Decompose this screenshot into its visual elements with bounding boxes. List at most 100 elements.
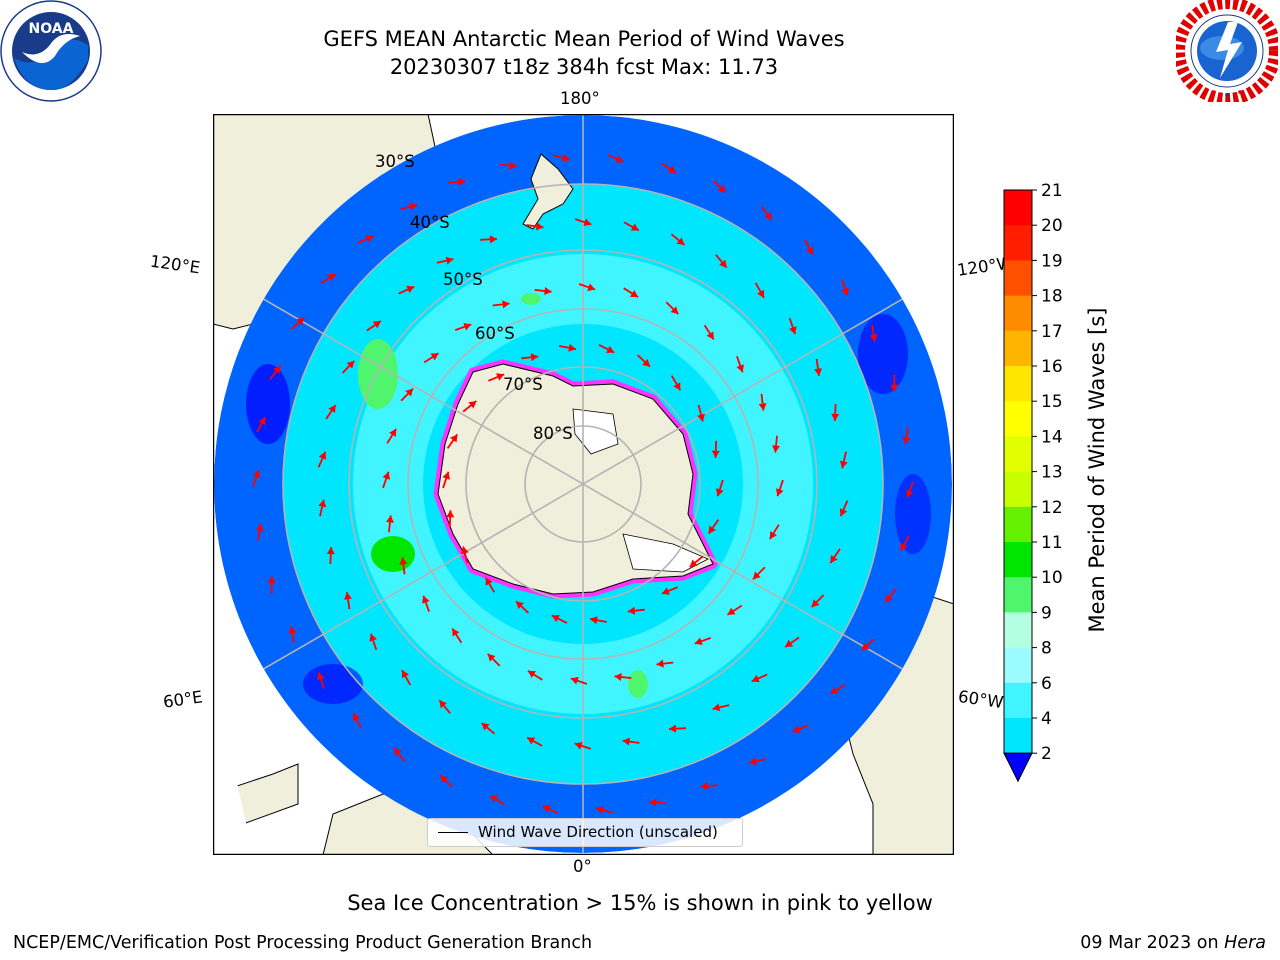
wave-direction-arrow — [711, 440, 720, 458]
lon-label-60e: 60°E — [161, 687, 204, 712]
lat-label-70s: 70°S — [503, 375, 543, 394]
wave-direction-arrow — [344, 592, 352, 610]
colorbar-tick-label: 16 — [1041, 357, 1063, 377]
land-new-zealand — [522, 153, 574, 230]
wave-direction-arrow — [589, 616, 607, 625]
wave-direction-arrow — [484, 577, 496, 593]
wave-direction-arrows — [252, 154, 914, 814]
footer-host: Hera — [1224, 933, 1266, 953]
wave-direction-arrow — [318, 499, 327, 517]
colorbar-tick-label: 20 — [1041, 216, 1063, 236]
wave-direction-arrow — [905, 481, 914, 499]
wave-direction-arrow — [614, 673, 632, 681]
colorbar-tick-label: 6 — [1041, 674, 1052, 694]
lat-label-40s: 40°S — [410, 213, 450, 232]
wave-direction-arrow — [668, 724, 687, 733]
colorbar-ticks: 2 4 6 8 9 10 11 12 13 14 15 16 17 18 19 20 21 — [1032, 181, 1063, 764]
wave-direction-arrow — [689, 555, 704, 568]
wave-direction-arrow — [326, 547, 335, 565]
wave-direction-arrow — [446, 510, 455, 528]
wave-direction-arrow — [487, 653, 501, 667]
wave-direction-arrow — [551, 614, 568, 624]
footer-date: 09 Mar 2023 on Hera — [1080, 933, 1266, 953]
wave-patch-dark-3 — [303, 664, 363, 704]
wave-direction-arrow — [366, 320, 382, 332]
wave-patch-green-1 — [371, 536, 415, 572]
wave-direction-arrow — [752, 566, 766, 580]
wave-direction-arrow — [829, 684, 846, 695]
chart-subtitle: 20230307 t18z 384h fcst Max: 11.73 — [389, 55, 779, 79]
wave-direction-arrow — [769, 524, 780, 540]
wave-direction-arrow — [393, 747, 406, 763]
wave-direction-arrow — [288, 626, 297, 644]
wave-direction-arrow — [902, 427, 911, 445]
lon-label-120e: 120°E — [148, 251, 202, 278]
wave-direction-arrow — [665, 301, 679, 315]
wave-direction-arrow — [715, 254, 728, 269]
wave-direction-arrow — [489, 794, 505, 806]
wave-direction-arrow — [627, 606, 645, 615]
wave-direction-arrow — [595, 806, 613, 814]
colorbar-tick-label: 21 — [1041, 181, 1063, 201]
colorbar-tick-label: 11 — [1041, 533, 1063, 553]
wave-direction-arrow — [256, 416, 267, 433]
noaa-logo: NOAA — [0, 0, 102, 102]
colorbar-cell — [1004, 260, 1032, 297]
colorbar: 2 4 6 8 9 10 11 12 13 14 15 16 17 18 19 20 21 — [1003, 181, 1063, 783]
colorbar-cell — [1004, 647, 1032, 684]
colorbar-tick-label: 10 — [1041, 568, 1063, 588]
wave-direction-arrow — [570, 676, 588, 685]
lat-label-60s: 60°S — [475, 324, 515, 343]
legend-line-sample — [438, 832, 468, 833]
colorbar-cell — [1004, 612, 1032, 649]
wave-direction-arrow — [479, 235, 498, 244]
wave-direction-arrow — [831, 403, 840, 421]
wave-direction-arrow — [839, 451, 848, 469]
wave-direction-arrow — [341, 360, 356, 374]
wave-patch-green-4 — [521, 293, 541, 305]
wave-direction-arrow — [574, 741, 592, 750]
colorbar-tick-label: 8 — [1041, 639, 1052, 659]
nws-logo — [1176, 0, 1278, 102]
colorbar-cell — [1004, 401, 1032, 437]
wave-direction-arrow — [526, 222, 544, 231]
wave-direction-arrow — [712, 180, 727, 194]
wave-direction-arrow — [439, 774, 454, 788]
wave-direction-arrow — [423, 352, 440, 364]
wave-direction-arrow — [772, 435, 780, 453]
wave-direction-arrow — [521, 353, 539, 362]
wave-direction-arrow — [622, 737, 640, 746]
wave-direction-arrow — [839, 500, 849, 517]
colorbar-tick-label: 14 — [1041, 427, 1063, 447]
wave-direction-arrow — [751, 673, 768, 683]
wave-direction-arrow — [382, 471, 391, 489]
wave-direction-arrow — [252, 469, 261, 487]
legend-label: Wind Wave Direction (unscaled) — [478, 823, 718, 841]
wave-direction-arrow — [386, 428, 397, 444]
wave-direction-arrow — [526, 736, 543, 747]
wave-direction-arrow — [398, 285, 415, 295]
colorbar-under-extension — [1003, 752, 1033, 783]
wave-direction-arrow — [574, 218, 592, 227]
wave-direction-arrow — [357, 235, 374, 244]
wave-direction-arrow — [267, 576, 276, 594]
wave-direction-arrow — [438, 699, 451, 714]
colorbar-cell — [1004, 366, 1032, 402]
wave-direction-arrow — [760, 205, 773, 221]
wave-direction-arrow — [890, 374, 899, 392]
wave-direction-arrow — [578, 283, 596, 292]
wave-direction-arrow — [636, 354, 651, 368]
footer-date-text: 09 Mar 2023 on — [1080, 933, 1225, 953]
wave-direction-arrow — [442, 471, 451, 489]
wave-direction-arrow — [401, 669, 412, 686]
wave-direction-arrow — [715, 479, 724, 497]
graticule — [214, 115, 952, 853]
wave-direction-arrow — [527, 670, 543, 681]
colorbar-tick-label: 12 — [1041, 498, 1063, 518]
wave-direction-arrow — [884, 588, 897, 603]
wave-direction-arrow — [559, 343, 577, 352]
wave-direction-arrow — [736, 355, 745, 373]
lat-label-50s: 50°S — [443, 270, 483, 289]
wave-direction-arrow — [829, 548, 841, 564]
wave-direction-arrow — [317, 451, 327, 468]
